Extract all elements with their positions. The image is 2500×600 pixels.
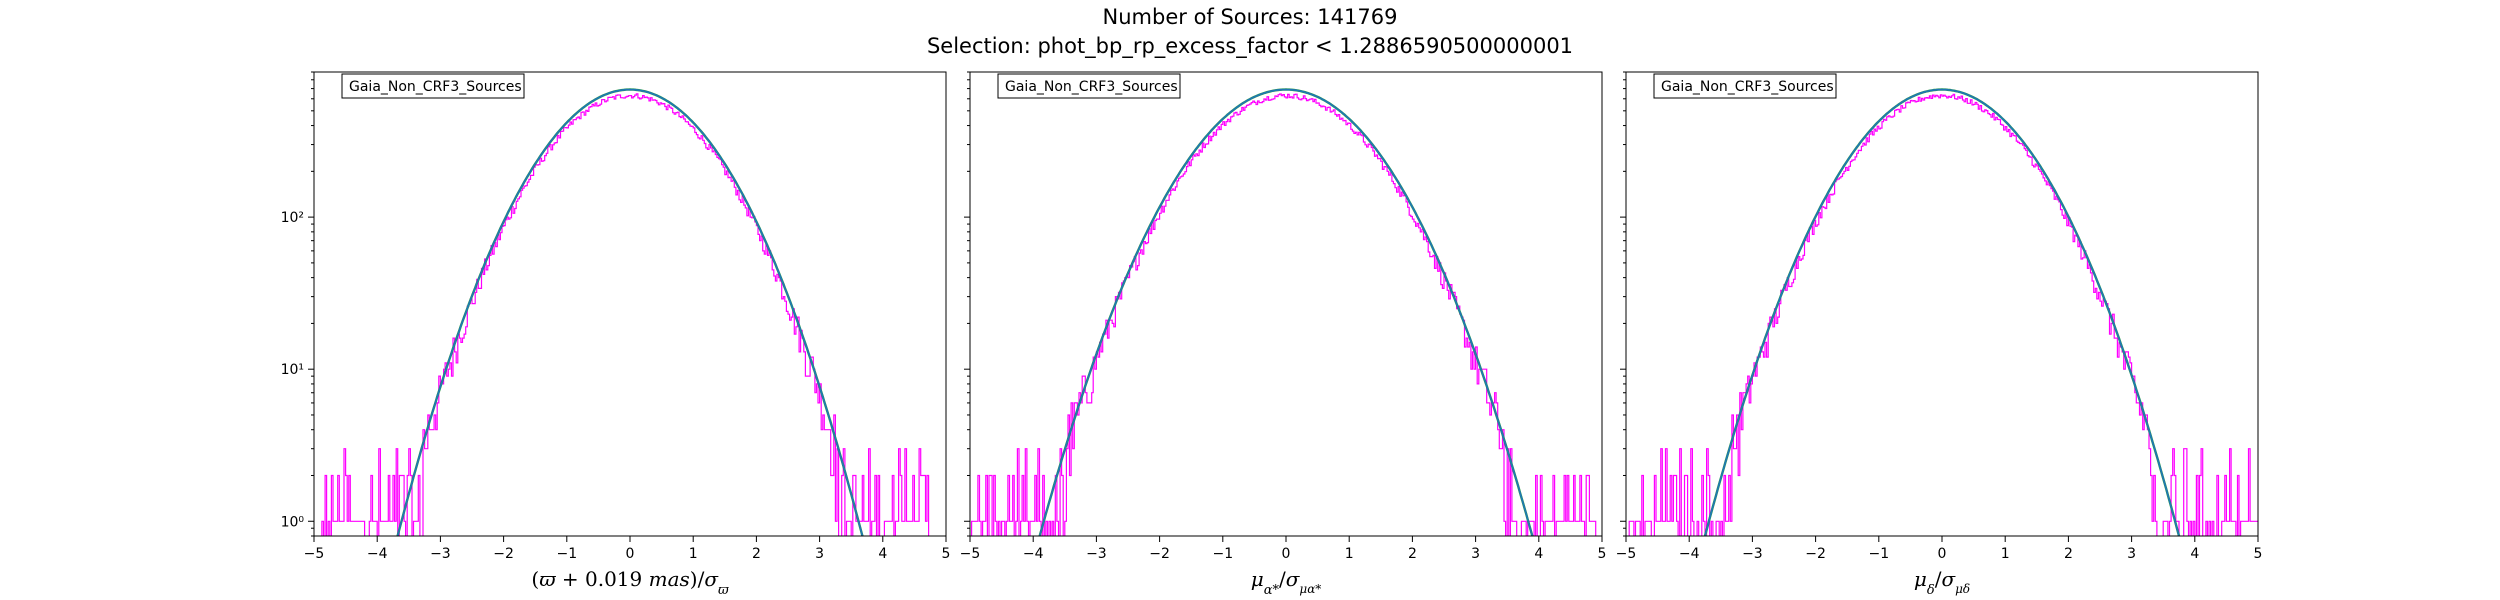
x-tick-label: 4 <box>878 546 887 562</box>
histogram-series <box>971 93 1597 536</box>
x-tick-label: −1 <box>1212 546 1233 562</box>
legend-box <box>341 73 525 99</box>
x-axis-label: μα*/σμα* <box>1251 567 1322 598</box>
x-tick-label: −2 <box>493 546 514 562</box>
x-axis-label: (ϖ + 0.019 mas)/σϖ <box>531 567 729 598</box>
x-axis-label: μδ/σμδ <box>1914 567 1970 598</box>
legend: Gaia_Non_CRF3_Sources <box>1653 73 1837 99</box>
plot-area <box>1628 88 2258 536</box>
x-tick-label: 1 <box>689 546 698 562</box>
x-tick-label: 3 <box>815 546 824 562</box>
x-tick-label: 0 <box>626 546 635 562</box>
x-tick-label: −5 <box>960 546 981 562</box>
x-tick-label: 4 <box>2190 546 2199 562</box>
x-tick-label: 1 <box>1345 546 1354 562</box>
x-tick-label: 0 <box>1938 546 1947 562</box>
subplot-2: −5 −4 −3 −2 −1 0 1 2 3 4 5 μα*/σμα* Gaia_Non_CRF3_So… <box>960 71 1607 598</box>
x-tick-label: 4 <box>1534 546 1543 562</box>
legend-label: Gaia_Non_CRF3_Sources <box>1661 79 1834 95</box>
subplot-1: −5 −4 −3 −2 −1 0 1 2 3 4 5 10⁰ 10¹ 10² (ϖ + 0.019 mas)… <box>281 71 951 598</box>
x-tick-label: −1 <box>1868 546 1889 562</box>
x-tick-label: −3 <box>1742 546 1763 562</box>
x-tick-label: 5 <box>1598 546 1607 562</box>
x-tick-label: 3 <box>2127 546 2136 562</box>
subplot-3: −5 −4 −3 −2 −1 0 1 2 3 4 5 μδ/σμδ Gaia_Non_CRF3_Sour… <box>1616 71 2263 598</box>
legend: Gaia_Non_CRF3_Sources <box>997 73 1181 99</box>
x-tick-label: −4 <box>1679 546 1700 562</box>
plot-area <box>971 88 1597 536</box>
gaussian-fit-curve-blue <box>1704 88 2180 536</box>
x-tick-label: −4 <box>1023 546 1044 562</box>
x-tick-label: 2 <box>752 546 761 562</box>
axes-frame <box>1625 71 2259 537</box>
figure-subtitle: Selection: phot_bp_rp_excess_factor < 1.… <box>926 34 1574 58</box>
y-tick-label: 10¹ <box>281 362 304 378</box>
legend-label: Gaia_Non_CRF3_Sources <box>1005 79 1178 95</box>
x-tick-label: −5 <box>304 546 325 562</box>
x-tick-label: 5 <box>942 546 951 562</box>
legend-box <box>1653 73 1837 99</box>
legend-box <box>997 73 1181 99</box>
y-tick-label: 10⁰ <box>281 514 305 530</box>
x-tick-label: −2 <box>1805 546 1826 562</box>
x-tick-label: 0 <box>1282 546 1291 562</box>
x-tick-label: 2 <box>1408 546 1417 562</box>
plot-area <box>321 88 930 536</box>
x-tick-label: 2 <box>2064 546 2073 562</box>
x-tick-label: −5 <box>1616 546 1637 562</box>
y-tick-label: 10² <box>281 210 304 226</box>
gaussian-fit-curve-blue <box>1038 88 1534 536</box>
legend: Gaia_Non_CRF3_Sources <box>341 73 525 99</box>
x-tick-label: 3 <box>1471 546 1480 562</box>
histogram-series <box>321 93 930 536</box>
figure-title: Number of Sources: 141769 <box>1102 5 1398 29</box>
legend-label: Gaia_Non_CRF3_Sources <box>349 79 522 95</box>
x-tick-label: −2 <box>1149 546 1170 562</box>
x-tick-label: 1 <box>2001 546 2010 562</box>
x-tick-label: −1 <box>556 546 577 562</box>
x-tick-label: −4 <box>367 546 388 562</box>
x-tick-label: −3 <box>1086 546 1107 562</box>
histogram-series <box>1628 93 2258 536</box>
x-tick-label: −3 <box>430 546 451 562</box>
gaussian-fit-curve-blue <box>396 88 864 536</box>
x-tick-label: 5 <box>2254 546 2263 562</box>
